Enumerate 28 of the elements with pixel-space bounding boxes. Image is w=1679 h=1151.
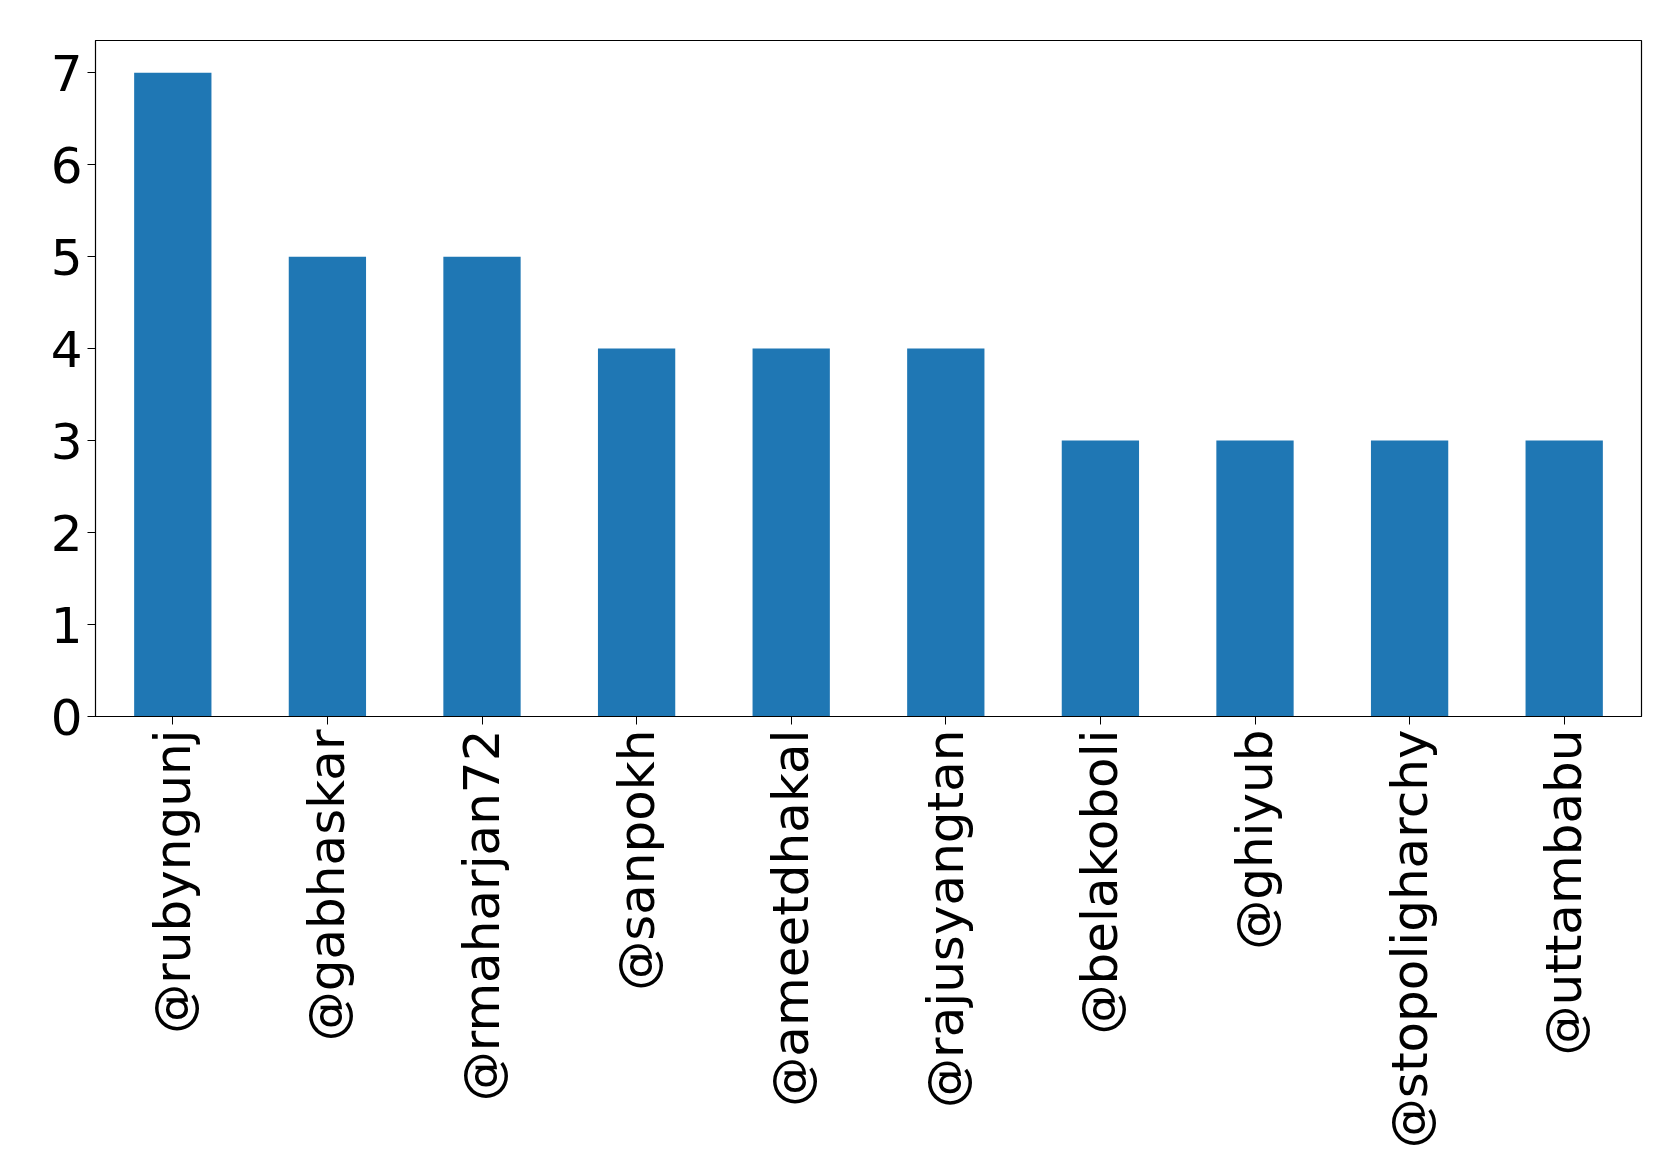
y-tick-label: 1 bbox=[50, 596, 83, 655]
y-tick-label: 2 bbox=[50, 504, 83, 563]
x-tick-label: @stopoligharchy bbox=[1380, 729, 1439, 1149]
x-tick-label: @sanpokh bbox=[607, 729, 666, 991]
y-tick-label: 0 bbox=[50, 688, 83, 747]
bar bbox=[1370, 440, 1449, 717]
bar bbox=[597, 348, 676, 717]
x-tick-label: @belakoboli bbox=[1071, 729, 1130, 1035]
bar bbox=[1216, 440, 1294, 717]
y-tick-label: 4 bbox=[50, 320, 83, 379]
x-tick-label: @rajusyangtan bbox=[916, 729, 975, 1108]
y-tick-label: 7 bbox=[50, 44, 83, 103]
bar bbox=[752, 348, 830, 717]
bar bbox=[1525, 440, 1603, 717]
x-tick-label: @rubyngunj bbox=[143, 729, 202, 1034]
x-tick-label: @uttambabu bbox=[1535, 729, 1594, 1056]
bar bbox=[907, 348, 985, 717]
x-tick-label: @ameetdhakal bbox=[762, 729, 821, 1107]
bar bbox=[288, 256, 367, 717]
y-tick-label: 3 bbox=[50, 412, 83, 471]
bar bbox=[134, 72, 212, 717]
y-tick-label: 6 bbox=[50, 136, 83, 195]
bar bbox=[1061, 440, 1140, 717]
x-tick-label: @rmaharjan72 bbox=[453, 729, 511, 1102]
bar bbox=[443, 256, 521, 717]
x-tick-label: @ghiyub bbox=[1226, 729, 1284, 950]
x-tick-label: @gabhaskar bbox=[298, 729, 357, 1042]
y-tick-label: 5 bbox=[50, 228, 83, 287]
